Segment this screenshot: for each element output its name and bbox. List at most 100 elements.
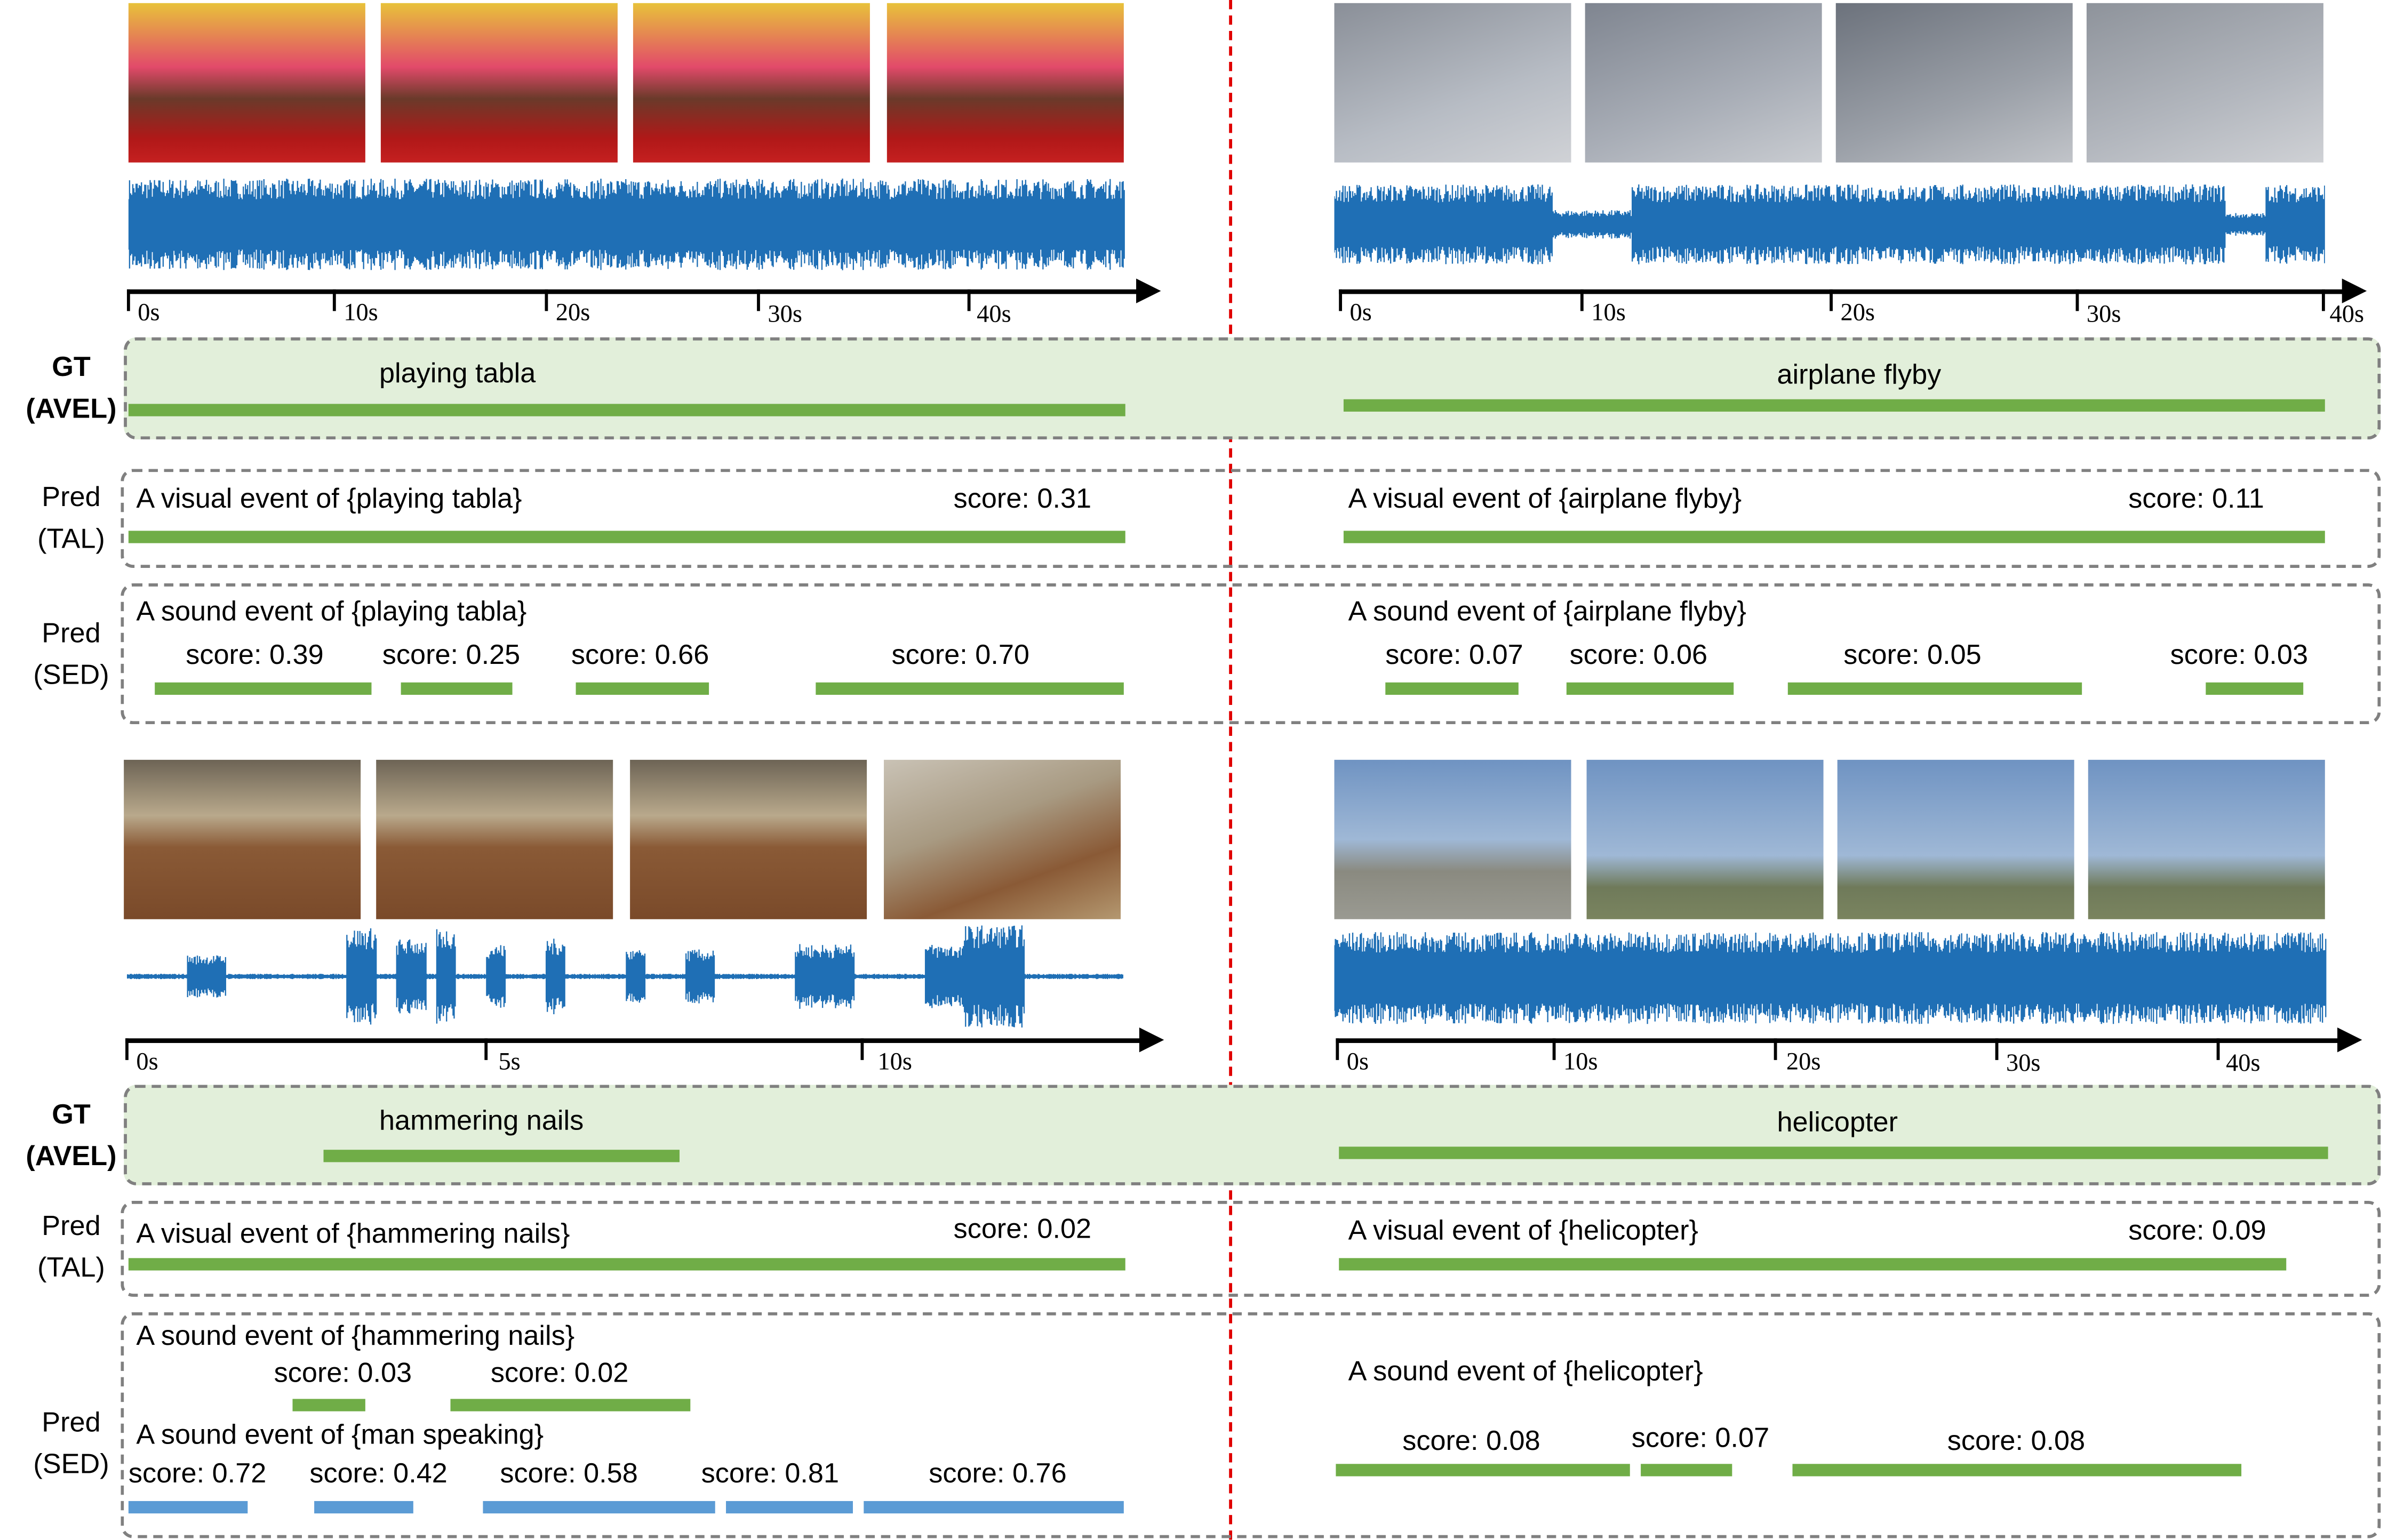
video-frame: [1585, 3, 1822, 163]
sed-score: score: 0.05: [1843, 639, 1982, 670]
row-label-gt: GT (AVEL): [17, 1094, 125, 1178]
axis-arrow-icon: [2342, 278, 2367, 303]
gt-panel: [124, 337, 2381, 440]
sed-score: score: 0.39: [186, 639, 324, 670]
video-frame: [886, 3, 1124, 163]
tick-label: 30s: [2006, 1050, 2041, 1077]
tick-label: 0s: [1346, 1049, 1369, 1076]
axis-tick: [332, 289, 336, 311]
video-frame: [630, 759, 867, 919]
tick-label: 20s: [555, 300, 590, 327]
audio-waveform: [128, 178, 1125, 270]
sed-segment: [155, 682, 372, 695]
row-label-line: (SED): [33, 659, 109, 691]
row-label-line: (AVEL): [26, 393, 117, 424]
video-frame: [1334, 3, 1571, 163]
sed-caption: A sound event of {helicopter}: [1348, 1355, 1703, 1387]
audio-waveform: [1334, 184, 2325, 264]
axis-tick: [125, 1038, 129, 1060]
gt-event-label: playing tabla: [379, 357, 536, 389]
sed-caption: A sound event of {hammering nails}: [136, 1320, 575, 1351]
sed-score: score: 0.07: [1385, 639, 1523, 670]
waveform-trace: [1334, 932, 2327, 1024]
tick-label: 10s: [344, 300, 378, 327]
sed-score: score: 0.03: [2170, 639, 2309, 670]
tick-label: 0s: [136, 1049, 158, 1076]
tal-score: score: 0.02: [953, 1213, 1092, 1245]
sed-score: score: 0.66: [571, 639, 709, 670]
row-label-line: (SED): [33, 1448, 109, 1480]
axis-tick: [1339, 289, 1343, 311]
sed-score: score: 0.76: [929, 1457, 1067, 1489]
sed-segment: [2206, 682, 2304, 695]
axis-tick: [2216, 1038, 2220, 1060]
time-axis: [1339, 289, 2345, 294]
tick-label: 40s: [977, 301, 1011, 328]
sed-segment: [1385, 682, 1519, 695]
axis-tick: [1995, 1038, 1999, 1060]
video-frame: [376, 759, 613, 919]
tal-panel: [121, 469, 2381, 568]
row-label-line: (AVEL): [26, 1140, 117, 1172]
sed-segment: [1641, 1464, 1732, 1477]
gt-event-label: airplane flyby: [1777, 359, 1942, 390]
waveform-trace: [126, 925, 1123, 1028]
tal-caption: A visual event of {hammering nails}: [136, 1217, 570, 1249]
time-axis: [1336, 1038, 2342, 1043]
video-frame: [2088, 759, 2325, 919]
sed-caption: A sound event of {man speaking}: [136, 1419, 544, 1450]
row-label-line: Pred: [42, 1406, 101, 1438]
sed-segment: [450, 1399, 691, 1411]
axis-tick: [126, 289, 130, 311]
gt-panel: [124, 1085, 2381, 1185]
gt-segment: [128, 404, 1125, 416]
tick-label: 0s: [138, 300, 160, 327]
sed-score: score: 0.06: [1569, 639, 1708, 670]
sed-score: score: 0.08: [1402, 1425, 1540, 1456]
time-axis: [125, 1038, 1144, 1043]
sed-segment: [1787, 682, 2082, 695]
tal-score: score: 0.09: [2128, 1215, 2266, 1246]
center-divider: [1229, 0, 1232, 1540]
sed-segment: [816, 682, 1124, 695]
time-axis: [126, 289, 1141, 294]
tick-label: 5s: [498, 1049, 521, 1076]
axis-arrow-icon: [1136, 278, 1161, 303]
axis-arrow-icon: [1139, 1027, 1164, 1053]
row-label-sed: Pred (SED): [17, 613, 125, 696]
sed-panel: [121, 583, 2381, 725]
tick-label: 40s: [2226, 1050, 2261, 1077]
video-frame: [1334, 759, 1571, 919]
video-frame: [1586, 759, 1824, 919]
tal-caption: A visual event of {helicopter}: [1348, 1215, 1698, 1246]
sed-score: score: 0.07: [1631, 1422, 1770, 1453]
row-label-line: (TAL): [37, 1252, 105, 1283]
axis-tick: [1830, 289, 1833, 311]
tick-label: 0s: [1349, 300, 1372, 327]
video-frame: [124, 759, 361, 919]
sed-score: score: 0.08: [1947, 1425, 2086, 1456]
sed-segment: [483, 1501, 715, 1514]
audio-waveform: [126, 925, 1123, 1028]
axis-tick: [2075, 289, 2079, 311]
row-label-tal: Pred (TAL): [17, 477, 125, 560]
gt-segment: [323, 1150, 680, 1162]
video-frame: [380, 3, 618, 163]
tal-segment: [128, 1258, 1125, 1271]
sed-segment: [1792, 1464, 2242, 1477]
tick-label: 40s: [2329, 301, 2365, 328]
row-label-tal: Pred (TAL): [17, 1206, 125, 1289]
audio-waveform: [1334, 932, 2327, 1024]
tick-label: 30s: [2086, 301, 2121, 328]
tick-label: 10s: [877, 1049, 912, 1076]
sed-score: score: 0.81: [701, 1457, 840, 1489]
video-frame: [884, 759, 1121, 919]
video-frame: [2086, 3, 2323, 163]
axis-tick: [860, 1038, 864, 1060]
tal-segment: [1343, 531, 2325, 543]
sed-segment: [726, 1501, 853, 1514]
gt-segment: [1339, 1146, 2328, 1159]
sed-score: score: 0.25: [382, 639, 521, 670]
tick-label: 10s: [1563, 1049, 1598, 1076]
tick-label: 30s: [768, 301, 802, 328]
